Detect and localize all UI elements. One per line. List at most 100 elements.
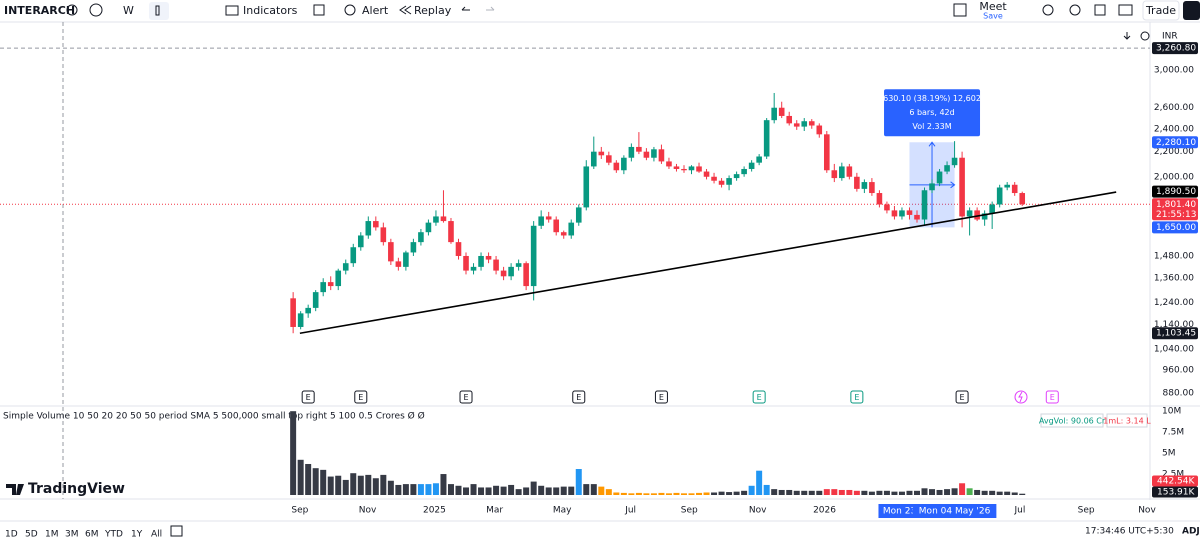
range-button[interactable]: YTD: [104, 530, 123, 540]
range-button[interactable]: 1D: [5, 530, 18, 540]
volume-tick-label: 5M: [1162, 449, 1176, 459]
event-marker[interactable]: [752, 390, 766, 404]
event-marker[interactable]: [850, 390, 864, 404]
fullscreen-toggle[interactable]: [953, 3, 967, 17]
range-button[interactable]: 5D: [25, 530, 38, 540]
add-symbol[interactable]: [89, 3, 103, 17]
candle-body: [485, 255, 492, 260]
candle-body: [606, 155, 612, 163]
watermark: TradingView: [28, 481, 125, 497]
meet[interactable]: Meet: [979, 0, 1007, 13]
volume-bar: [463, 487, 470, 495]
trade[interactable]: Trade: [1145, 4, 1176, 17]
reset-icon[interactable]: [1140, 31, 1150, 41]
search-icon[interactable]: [1042, 4, 1054, 16]
time-label-box: [912, 504, 997, 518]
candle-body: [425, 222, 432, 233]
range-button[interactable]: 6M: [85, 530, 99, 540]
currency[interactable]: INR: [1162, 32, 1178, 42]
y-tick-label: 1,040.00: [1154, 344, 1194, 354]
replay[interactable]: Replay: [414, 4, 452, 17]
candle-body: [778, 107, 785, 116]
toolbar: [0, 0, 1200, 22]
avgvol: AvgVol: 90.06 Cr: [1039, 417, 1106, 426]
volume-bar: [470, 484, 477, 495]
event-dividend[interactable]: [1014, 390, 1028, 404]
indicators[interactable]: Indicators: [243, 4, 298, 17]
candle-body: [831, 170, 838, 179]
fullscreen-icon[interactable]: [1094, 4, 1106, 16]
indicators-icon: [225, 5, 239, 16]
layouts[interactable]: [313, 4, 325, 16]
undo[interactable]: [461, 6, 470, 11]
volume-bar: [996, 491, 1003, 495]
candle-body: [327, 282, 334, 287]
candle-body: [410, 242, 417, 253]
event-marker[interactable]: [1045, 390, 1059, 404]
volume-legend: Simple Volume 10 50 20 20 50 50 period S…: [3, 411, 425, 422]
candle-body: [508, 266, 514, 277]
candle-body: [320, 282, 327, 293]
candle-body: [448, 221, 454, 243]
price-axis-label-box: [1152, 327, 1198, 340]
adj[interactable]: ADJ: [1182, 527, 1200, 537]
event-marker[interactable]: [572, 390, 586, 404]
volume-bar: [756, 470, 763, 495]
volume-bar: [778, 489, 785, 495]
publish-button[interactable]: [1183, 1, 1200, 20]
volume-bar: [793, 490, 800, 495]
volume-bar: [696, 492, 703, 495]
clock: 17:34:46 UTC+5:30: [1085, 527, 1174, 537]
event-dividend-icon: [1018, 391, 1023, 403]
scroll-icon[interactable]: [1123, 32, 1131, 40]
volume-bar: [350, 473, 357, 495]
x-tick-label: Sep: [681, 506, 698, 516]
chart-type-icon: [155, 5, 160, 16]
volume-bar: [320, 469, 327, 495]
candle-body: [793, 123, 800, 127]
date-range-icon[interactable]: [170, 525, 183, 537]
range-button[interactable]: All: [151, 530, 162, 540]
volume-tick-label: 7.5M: [1162, 428, 1184, 438]
event-marker[interactable]: [354, 390, 368, 404]
ml-box: [1106, 413, 1148, 428]
save[interactable]: Save: [983, 12, 1003, 21]
candle-body: [666, 161, 672, 167]
trade-button[interactable]: [1142, 0, 1180, 21]
settings-icon[interactable]: [1069, 4, 1081, 16]
candle-body: [748, 162, 755, 169]
candle-body: [786, 115, 793, 124]
event-marker[interactable]: [301, 390, 315, 404]
price-axis-label: 1,801.40: [1156, 200, 1196, 210]
candle-body: [373, 221, 379, 228]
event-marker[interactable]: [654, 390, 668, 404]
candle-body: [478, 255, 484, 267]
y-tick-label: 2,600.00: [1154, 103, 1194, 113]
volume-bar: [801, 490, 808, 495]
event-marker[interactable]: [955, 390, 969, 404]
candle-body: [733, 174, 740, 179]
interval[interactable]: W: [123, 4, 134, 17]
range-button[interactable]: 1Y: [131, 530, 143, 540]
volume-bar: [688, 493, 695, 495]
event-marker[interactable]: [459, 390, 473, 404]
volume-axis-label: 153.91K: [1157, 488, 1195, 498]
measure-label: 6 bars, 42d: [909, 108, 954, 117]
range-button[interactable]: 1M: [45, 530, 59, 540]
candle-body: [718, 180, 725, 185]
redo[interactable]: [486, 6, 495, 11]
candle-body: [365, 221, 372, 236]
alert[interactable]: Alert: [362, 4, 389, 17]
event-label: E: [358, 393, 363, 402]
volume-bar: [387, 480, 394, 495]
snapshot-icon[interactable]: [1118, 4, 1133, 16]
symbol[interactable]: INTERARCH: [4, 4, 75, 17]
symbol-icon[interactable]: [66, 4, 78, 16]
volume-tick-label: 2.5M: [1162, 470, 1184, 480]
volume-bar: [613, 492, 620, 495]
x-tick-label: Sep: [291, 506, 308, 516]
y-tick-label: 2,000.00: [1154, 172, 1194, 182]
range-button[interactable]: 3M: [65, 530, 79, 540]
volume-bar: [440, 474, 447, 495]
